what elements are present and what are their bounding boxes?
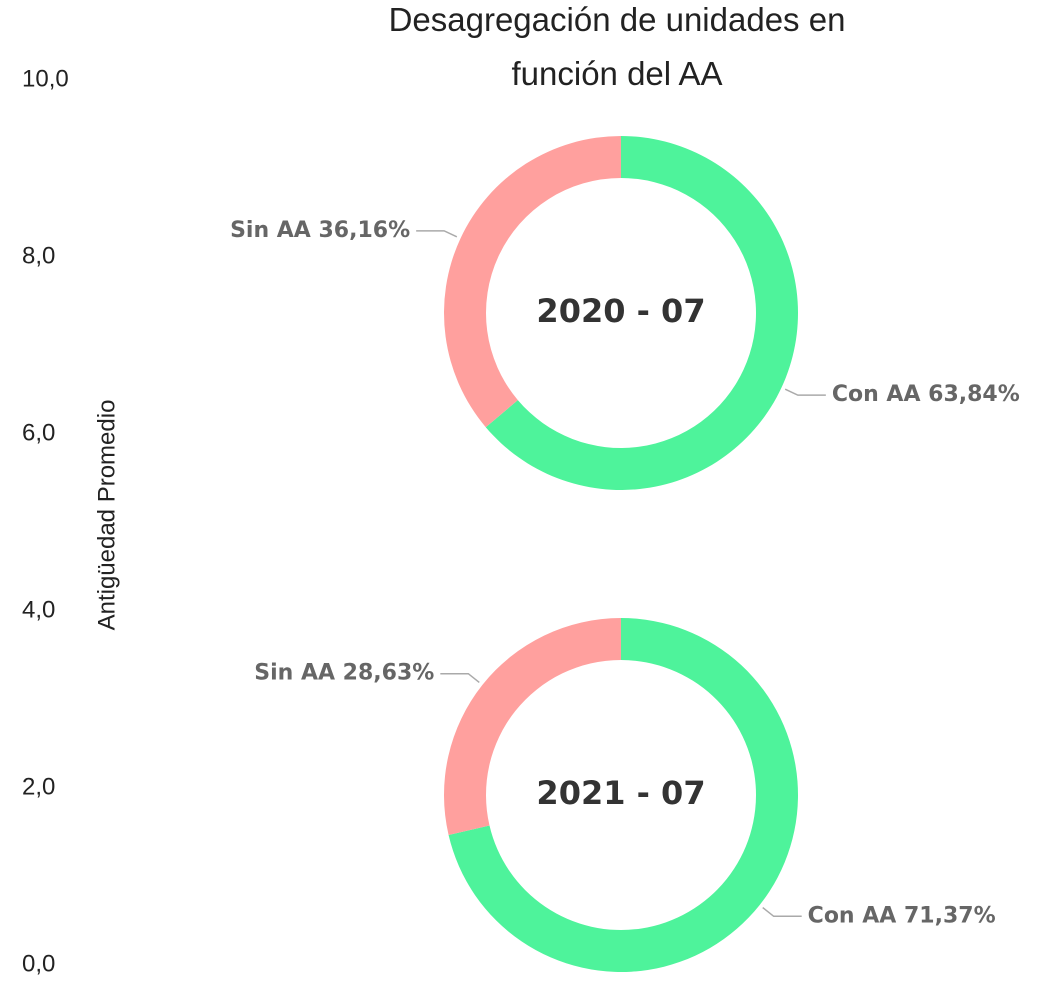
chart-title: Desagregación de unidades en función del … bbox=[389, 1, 846, 92]
data-label: Sin AA 28,63% bbox=[254, 661, 434, 686]
category-name: Con AA bbox=[808, 903, 897, 928]
y-axis-label: Antigüedad Promedio bbox=[93, 400, 120, 631]
leader-line bbox=[440, 672, 480, 683]
leader-line bbox=[416, 230, 458, 238]
value-label: 71,37% bbox=[904, 903, 996, 928]
y-tick-label: 10,0 bbox=[22, 65, 69, 92]
center-label: 2021 - 07 bbox=[536, 774, 705, 812]
value-label: 36,16% bbox=[319, 218, 411, 243]
data-label: Con AA 71,37% bbox=[808, 903, 996, 928]
leader-line bbox=[762, 907, 802, 918]
donut-segment bbox=[444, 136, 621, 428]
y-tick-label: 6,0 bbox=[22, 419, 55, 446]
leader-line bbox=[784, 388, 826, 396]
category-name: Con AA bbox=[832, 382, 921, 407]
y-tick-label: 4,0 bbox=[22, 596, 55, 623]
value-label: 28,63% bbox=[343, 661, 435, 686]
data-label: Con AA 63,84% bbox=[832, 382, 1020, 407]
donut-segment bbox=[485, 136, 798, 491]
donut-segment bbox=[443, 618, 621, 836]
data-label: Sin AA 36,16% bbox=[230, 218, 410, 243]
center-label: 2020 - 07 bbox=[536, 292, 705, 330]
value-label: 63,84% bbox=[928, 382, 1020, 407]
y-tick-label: 8,0 bbox=[22, 242, 55, 269]
y-tick-label: 2,0 bbox=[22, 773, 55, 800]
category-name: Sin AA bbox=[254, 661, 335, 686]
y-tick-label: 0,0 bbox=[22, 950, 55, 977]
category-name: Sin AA bbox=[230, 218, 311, 243]
